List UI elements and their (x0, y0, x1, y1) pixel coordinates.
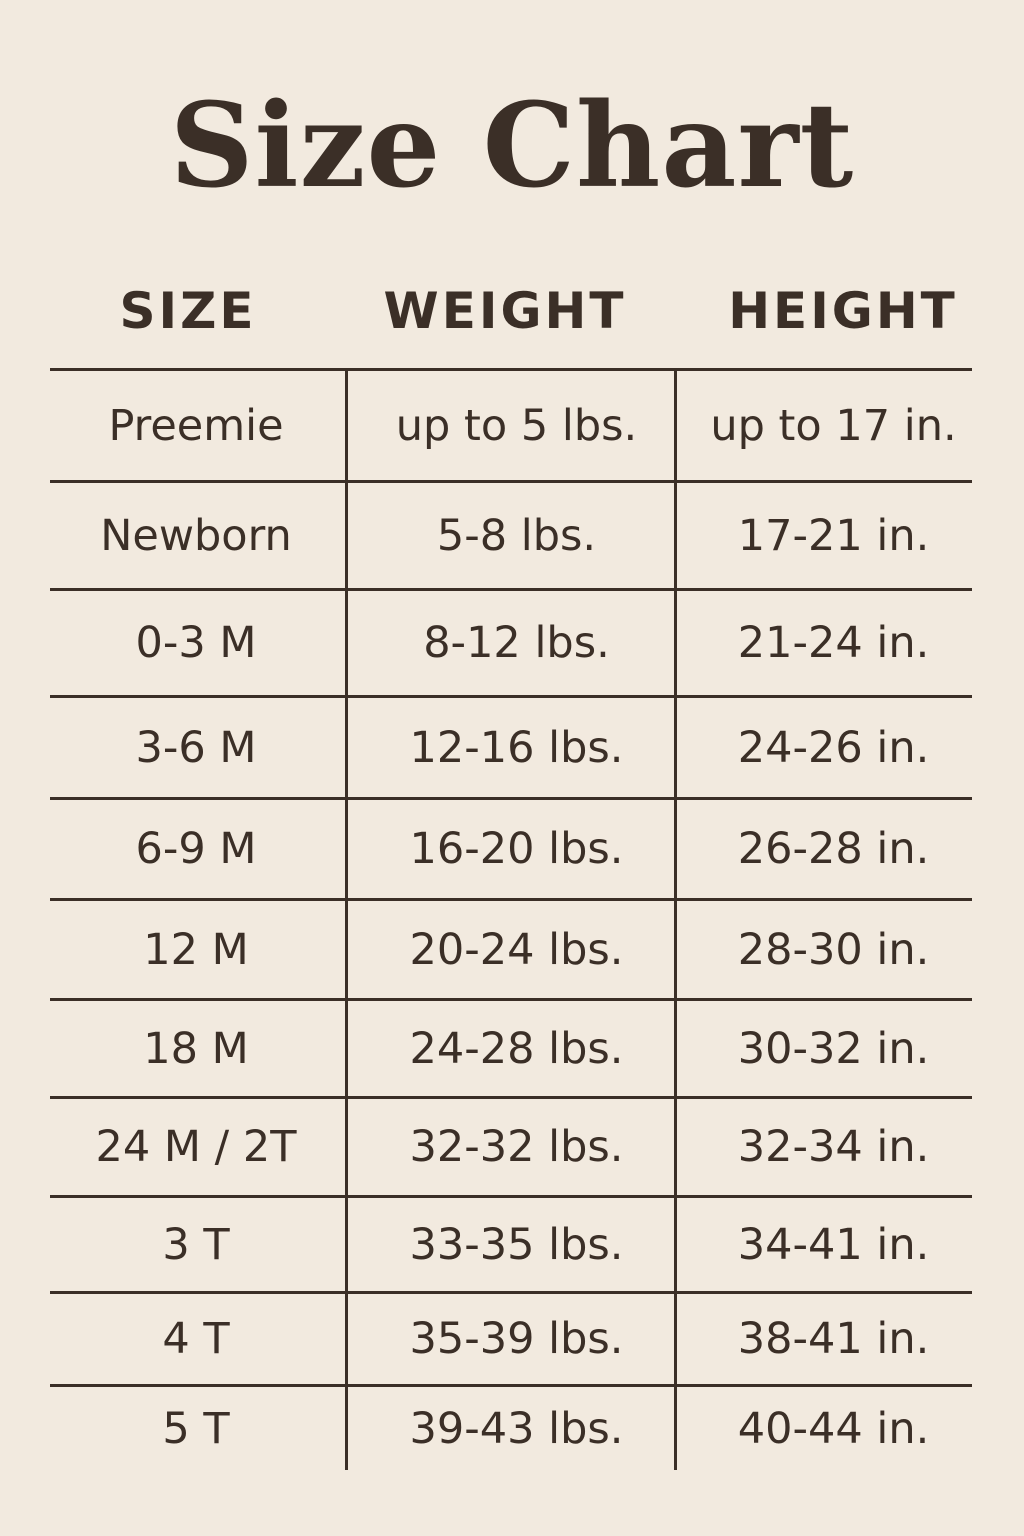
column-divider (345, 370, 348, 1470)
cell-size: 5 T (162, 1403, 230, 1454)
header-weight: WEIGHT (383, 282, 627, 340)
cell-height: 24-26 in. (737, 722, 930, 773)
row-divider (50, 1291, 972, 1294)
cell-weight: 8-12 lbs. (423, 618, 610, 668)
row-divider (50, 480, 972, 483)
cell-weight: 35-39 lbs. (409, 1314, 624, 1364)
cell-weight: 12-16 lbs. (409, 722, 624, 773)
cell-size: 3 T (162, 1219, 230, 1270)
cell-size: 18 M (143, 1023, 249, 1074)
row-divider (50, 998, 972, 1001)
row-divider (50, 368, 972, 371)
header-height: HEIGHT (728, 282, 958, 340)
cell-size: 24 M / 2T (95, 1122, 297, 1172)
cell-weight: 32-32 lbs. (409, 1122, 624, 1172)
cell-height: 17-21 in. (737, 510, 930, 561)
cell-size: Preemie (108, 400, 284, 451)
cell-size: Newborn (100, 510, 292, 561)
cell-height: 38-41 in. (737, 1314, 930, 1364)
row-divider (50, 1096, 972, 1099)
row-divider (50, 797, 972, 800)
cell-size: 3-6 M (135, 722, 257, 773)
cell-height: up to 17 in. (710, 400, 957, 451)
cell-height: 26-28 in. (737, 824, 930, 874)
cell-size: 6-9 M (135, 824, 257, 874)
cell-weight: 16-20 lbs. (409, 824, 624, 874)
row-divider (50, 1384, 972, 1387)
cell-weight: 24-28 lbs. (409, 1023, 624, 1074)
row-divider (50, 898, 972, 901)
cell-height: 34-41 in. (737, 1219, 930, 1270)
cell-weight: 5-8 lbs. (436, 510, 597, 561)
cell-weight: up to 5 lbs. (395, 400, 638, 451)
cell-height: 28-30 in. (737, 924, 930, 975)
row-divider (50, 588, 972, 591)
cell-size: 0-3 M (135, 618, 257, 668)
cell-weight: 20-24 lbs. (409, 924, 624, 975)
page-title: Size Chart (169, 78, 855, 214)
cell-size: 4 T (162, 1314, 230, 1364)
cell-height: 21-24 in. (737, 618, 930, 668)
cell-height: 32-34 in. (737, 1122, 930, 1172)
cell-height: 40-44 in. (737, 1403, 930, 1454)
row-divider (50, 695, 972, 698)
row-divider (50, 1195, 972, 1198)
column-divider (674, 370, 677, 1470)
header-size: SIZE (119, 282, 257, 340)
cell-weight: 39-43 lbs. (409, 1403, 624, 1454)
cell-height: 30-32 in. (737, 1023, 930, 1074)
cell-weight: 33-35 lbs. (409, 1219, 624, 1270)
cell-size: 12 M (143, 924, 249, 975)
